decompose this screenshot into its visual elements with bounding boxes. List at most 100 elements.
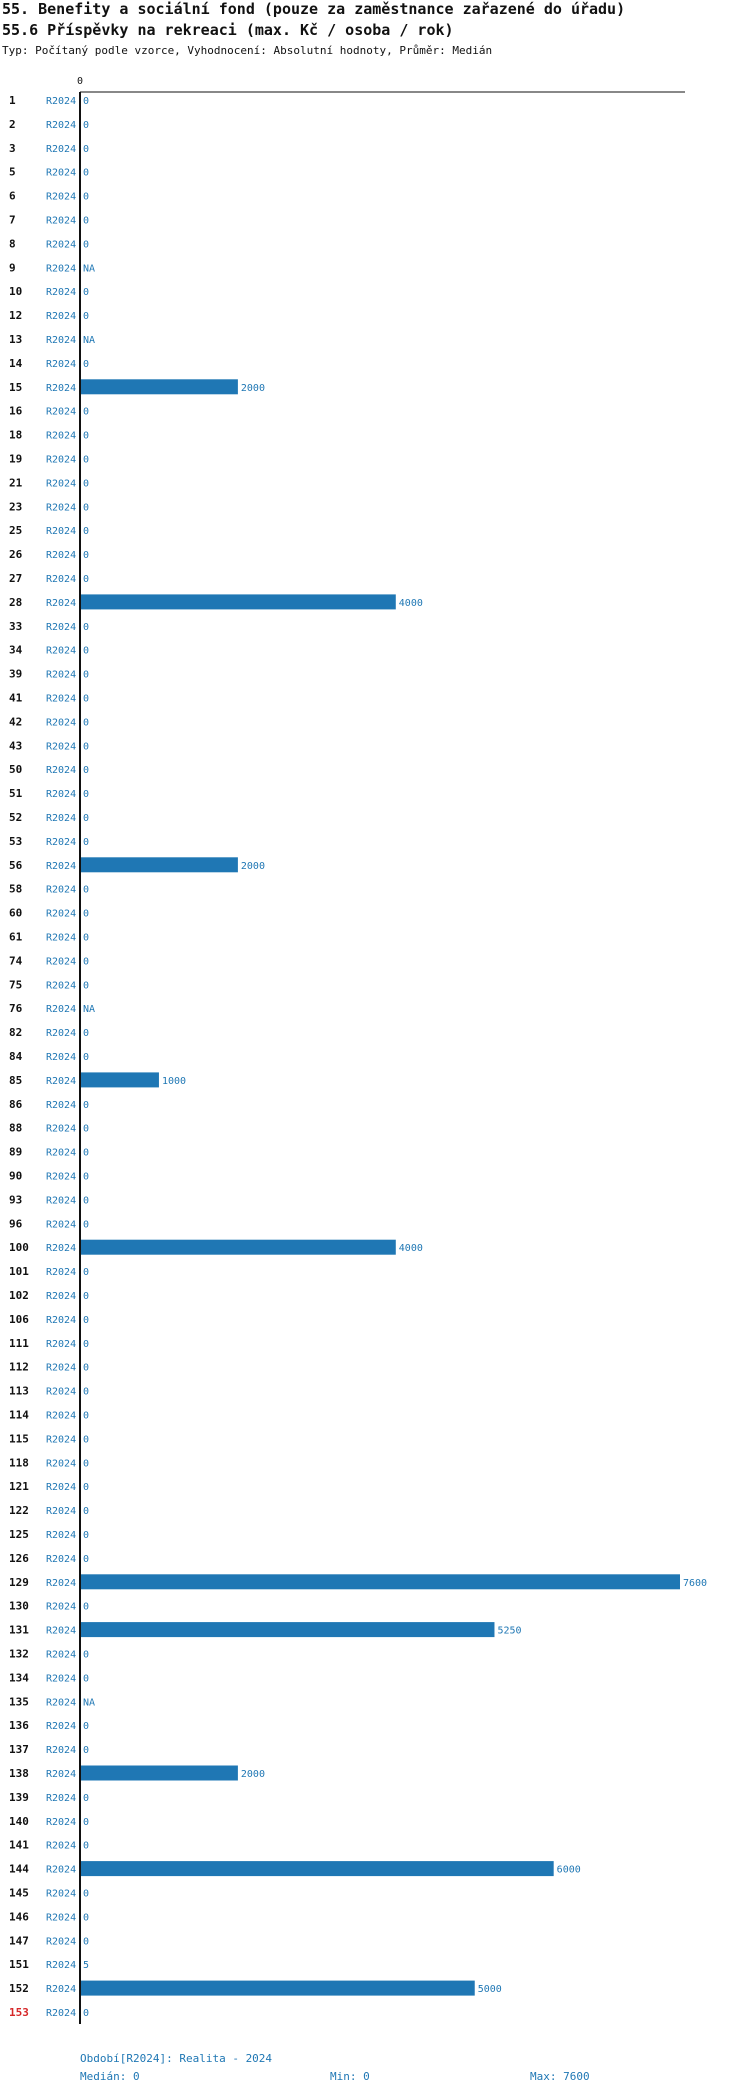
- row-series-label: R2024: [46, 1793, 76, 1804]
- bar: [80, 1861, 554, 1877]
- row-id-label: 136: [9, 1719, 29, 1732]
- bar-value-label: 0: [83, 1267, 89, 1278]
- row-series-label: R2024: [46, 574, 76, 585]
- row-series-label: R2024: [46, 1530, 76, 1541]
- footer-max: Max: 7600: [530, 2070, 590, 2083]
- bar-value-label: 0: [83, 1363, 89, 1374]
- row-series-label: R2024: [46, 933, 76, 944]
- bar-value-label: 0: [83, 1482, 89, 1493]
- bar-value-label: 0: [83, 622, 89, 633]
- row-id-label: 88: [9, 1122, 22, 1135]
- bar-value-label: 0: [83, 765, 89, 776]
- row-id-label: 129: [9, 1576, 29, 1589]
- row-series-label: R2024: [46, 359, 76, 370]
- bar-value-label: 0: [83, 168, 89, 179]
- row-id-label: 23: [9, 500, 22, 513]
- row-id-label: 137: [9, 1743, 29, 1756]
- bar-value-label: 0: [83, 1458, 89, 1469]
- bar-value-label: 4000: [399, 598, 423, 609]
- bar-value-label: 0: [83, 717, 89, 728]
- row-series-label: R2024: [46, 646, 76, 657]
- bar-value-label: 0: [83, 502, 89, 513]
- row-series-label: R2024: [46, 765, 76, 776]
- bar-value-label: 0: [83, 1052, 89, 1063]
- bar-value-label: 0: [83, 1148, 89, 1159]
- row-series-label: R2024: [46, 1673, 76, 1684]
- bar: [80, 594, 396, 610]
- bar-value-label: 5250: [497, 1626, 521, 1637]
- row-id-label: 56: [9, 859, 23, 872]
- row-id-label: 141: [9, 1839, 29, 1852]
- row-series-label: R2024: [46, 1243, 76, 1254]
- row-id-label: 126: [9, 1552, 29, 1565]
- row-id-label: 139: [9, 1791, 29, 1804]
- row-id-label: 33: [9, 620, 22, 633]
- row-id-label: 146: [9, 1910, 29, 1923]
- bar-value-label: 0: [83, 1530, 89, 1541]
- bar-value-label: 1000: [162, 1076, 186, 1087]
- row-series-label: R2024: [46, 980, 76, 991]
- row-id-label: 121: [9, 1480, 29, 1493]
- row-id-label: 13: [9, 333, 22, 346]
- bar-value-label: 0: [83, 933, 89, 944]
- row-series-label: R2024: [46, 1721, 76, 1732]
- bar-value-label: 4000: [399, 1243, 423, 1254]
- row-id-label: 19: [9, 453, 22, 466]
- row-id-label: 113: [9, 1385, 29, 1398]
- row-id-label: 132: [9, 1648, 29, 1661]
- row-series-label: R2024: [46, 383, 76, 394]
- row-id-label: 27: [9, 572, 22, 585]
- row-series-label: R2024: [46, 622, 76, 633]
- row-id-label: 51: [9, 787, 23, 800]
- bar: [80, 1239, 396, 1255]
- row-series-label: R2024: [46, 502, 76, 513]
- bar-value-label: 0: [83, 1339, 89, 1350]
- row-id-label: 151: [9, 1958, 29, 1971]
- row-id-label: 8: [9, 237, 16, 250]
- row-id-label: 134: [9, 1671, 29, 1684]
- row-id-label: 147: [9, 1934, 29, 1947]
- row-series-label: R2024: [46, 789, 76, 800]
- row-series-label: R2024: [46, 96, 76, 107]
- row-series-label: R2024: [46, 1506, 76, 1517]
- row-id-label: 125: [9, 1528, 29, 1541]
- bar-value-label: 0: [83, 1745, 89, 1756]
- bar-value-label: 0: [83, 216, 89, 227]
- row-series-label: R2024: [46, 837, 76, 848]
- row-id-label: 74: [9, 954, 23, 967]
- bar-value-label: 0: [83, 1195, 89, 1206]
- row-id-label: 106: [9, 1313, 29, 1326]
- row-id-label: 115: [9, 1432, 29, 1445]
- row-id-label: 135: [9, 1695, 29, 1708]
- bar-value-label: 0: [83, 96, 89, 107]
- bar-value-label: 0: [83, 1912, 89, 1923]
- bar: [80, 1980, 475, 1996]
- row-series-label: R2024: [46, 1411, 76, 1422]
- row-id-label: 118: [9, 1456, 29, 1469]
- row-id-label: 39: [9, 668, 22, 681]
- bar-value-label: NA: [83, 1004, 95, 1015]
- bar-value-label: 0: [83, 1172, 89, 1183]
- bar-value-label: 0: [83, 1506, 89, 1517]
- row-id-label: 43: [9, 739, 22, 752]
- bar-value-label: 0: [83, 837, 89, 848]
- row-id-label: 34: [9, 644, 23, 657]
- row-series-label: R2024: [46, 1100, 76, 1111]
- row-series-label: R2024: [46, 598, 76, 609]
- bar-value-label: 0: [83, 1650, 89, 1661]
- row-series-label: R2024: [46, 1434, 76, 1445]
- bar: [80, 1574, 680, 1590]
- row-id-label: 14: [9, 357, 23, 370]
- row-series-label: R2024: [46, 1219, 76, 1230]
- row-series-label: R2024: [46, 550, 76, 561]
- row-series-label: R2024: [46, 239, 76, 250]
- bar-value-label: 0: [83, 1841, 89, 1852]
- row-series-label: R2024: [46, 1984, 76, 1995]
- row-series-label: R2024: [46, 1458, 76, 1469]
- footer-median: Medián: 0: [80, 2070, 140, 2083]
- row-id-label: 16: [9, 405, 23, 418]
- bar-value-label: NA: [83, 263, 95, 274]
- row-id-label: 86: [9, 1098, 23, 1111]
- row-series-label: R2024: [46, 1004, 76, 1015]
- bar: [80, 379, 238, 395]
